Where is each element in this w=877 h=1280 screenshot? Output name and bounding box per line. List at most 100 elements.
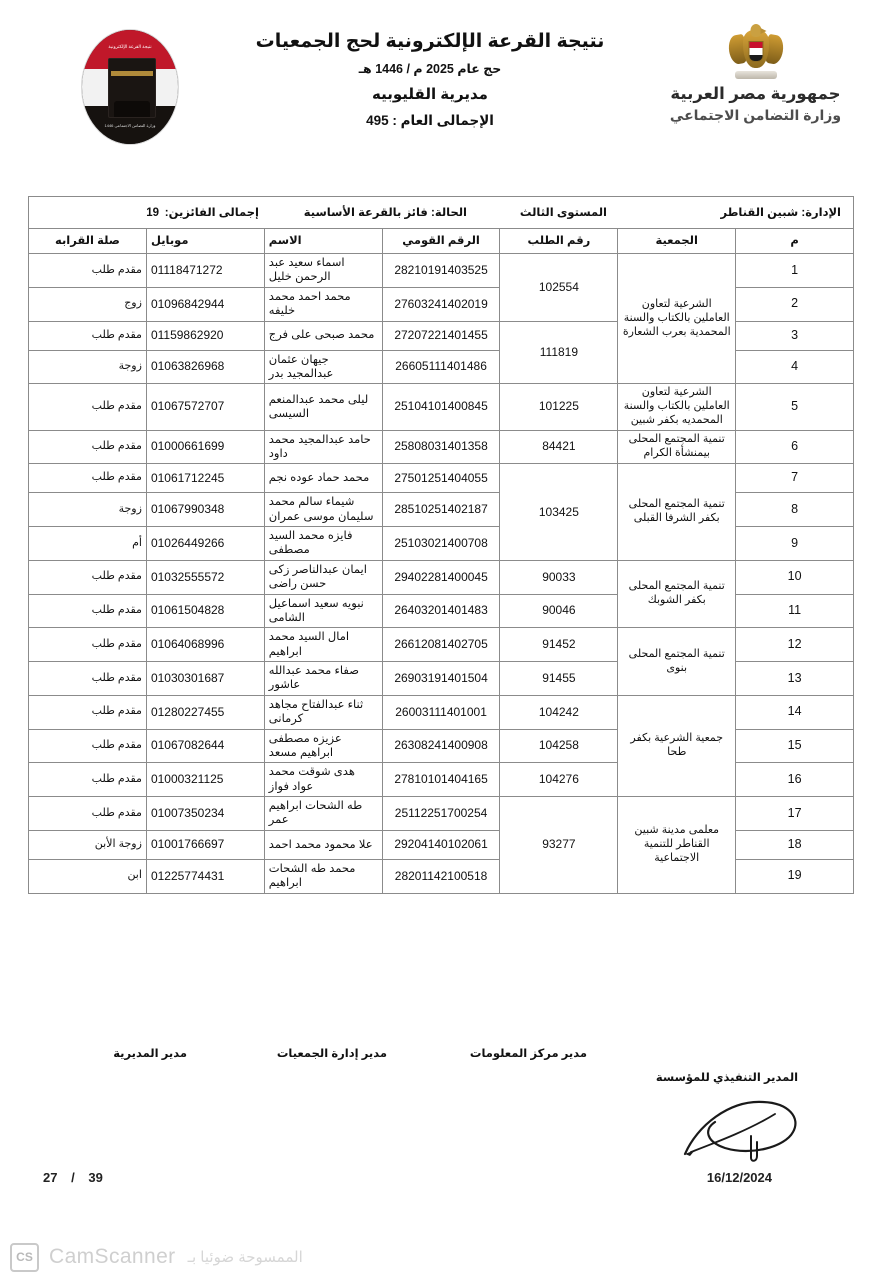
cell-mobile: 01067082644 <box>145 728 265 764</box>
cell-name: امال السيد محمد ابراهيم <box>263 627 383 662</box>
cell-mobile: 01118471272 <box>145 253 265 288</box>
cell-mobile: 01030301687 <box>145 661 265 696</box>
cell-serial: 1 <box>735 253 854 288</box>
cell-relation: زوج <box>28 286 147 322</box>
cell-relation: ابن <box>28 858 147 894</box>
camscanner-watermark: CS CamScanner الممسوحة ضوئيا بـ <box>0 1234 877 1280</box>
signature-info-center: مدير مركز المعلومات <box>469 1048 587 1060</box>
cell-association: تنمية المجتمع المحلى بيمنشأة الكرام <box>617 429 737 465</box>
winners-table: الإدارة: شبين القناطر المستوى الثالث الح… <box>28 196 854 894</box>
cell-request-number: 104258 <box>499 728 619 764</box>
cell-serial: 15 <box>735 728 854 764</box>
table-row: 17 معلمى مدينة شبين القناطر للتنمية الاجت… <box>28 796 854 894</box>
cell-mobile: 01096842944 <box>145 286 265 322</box>
column-header-mobile: موبايل <box>145 228 265 254</box>
cell-mobile: 01000321125 <box>145 762 265 797</box>
cell-relation: زوجة <box>28 492 147 527</box>
cell-national-id: 25808031401358 <box>381 429 501 465</box>
cell-mobile: 01159862920 <box>145 320 265 351</box>
cell-serial: 6 <box>735 429 854 465</box>
ministry-country-name: جمهورية مصر العربية <box>670 85 841 103</box>
page-number: 27 / 39 <box>38 1170 108 1185</box>
cell-request-number: 103425 <box>499 463 619 561</box>
column-header-request-number: رقم الطلب <box>499 228 619 254</box>
results-table-wrapper: الإدارة: شبين القناطر المستوى الثالث الح… <box>28 196 854 894</box>
cell-association: تنمية المجتمع المحلى بكفر الشرفا القبلى <box>617 463 737 561</box>
cell-serial: 4 <box>735 349 854 385</box>
cell-serial: 12 <box>735 627 854 662</box>
camscanner-brand: CamScanner <box>49 1245 176 1268</box>
cell-association: تنمية المجتمع المحلى بكفر الشوبك <box>617 559 737 629</box>
ministry-logo: جمهورية مصر العربية وزارة التضامن الاجتم… <box>658 24 853 124</box>
cell-serial: 19 <box>735 858 854 894</box>
table-row: 1 الشرعية لتعاون العاملين بالكتاب والسنة … <box>28 252 854 385</box>
cell-name: علا محمود محمد احمد <box>263 829 383 860</box>
table-row: 12 تنمية المجتمع المحلى بنوى 91452 26612081… <box>28 627 854 696</box>
column-header-association: الجمعية <box>617 228 737 254</box>
kaaba-icon <box>108 58 156 118</box>
table-info-row: الإدارة: شبين القناطر المستوى الثالث الح… <box>28 196 854 229</box>
cell-national-id: 28210191403525 <box>381 253 501 288</box>
cell-national-id: 26605111401486 <box>381 349 501 385</box>
cell-serial: 8 <box>735 492 854 527</box>
table-row: 11 90046 26403201401483 نبويه سعيد اسماعيل … <box>28 593 854 629</box>
cell-serial: 14 <box>735 694 854 730</box>
cell-relation: زوجة <box>28 349 147 385</box>
cell-serial: 7 <box>735 463 854 494</box>
table-row: 13 91455 26903191401504 صفاء محمد عبدالله ع… <box>28 661 854 696</box>
cell-name: محمد احمد محمد خليفه <box>263 286 383 322</box>
cell-name: هدى شوقت محمد عواد فواز <box>263 762 383 797</box>
eagle-scroll <box>734 71 777 79</box>
page-total: 39 <box>88 1170 103 1185</box>
page-separator: / <box>71 1170 75 1185</box>
table-row: 9 25103021400708 فايزه محمد السيد مصطفى 010… <box>28 526 854 561</box>
table-row: 5 الشرعية لتعاون العاملين بالكتاب والسنة … <box>28 383 854 431</box>
cell-name: ايمان عبدالناصر زكى حسن راضى <box>263 559 383 595</box>
cell-request-number: 102554 <box>499 253 619 322</box>
cell-mobile: 01026449266 <box>145 526 265 561</box>
cell-relation: مقدم طلب <box>28 429 147 465</box>
executive-director-block: المدير التنفيذي للمؤسسة <box>617 1070 837 1084</box>
cell-request-number: 90033 <box>499 559 619 595</box>
cell-request-number: 93277 <box>499 796 619 894</box>
table-info-cell: الإدارة: شبين القناطر المستوى الثالث الح… <box>28 196 854 229</box>
shield-stripe-red <box>749 42 762 49</box>
cell-serial: 5 <box>735 383 854 431</box>
cell-mobile: 01067572707 <box>145 383 265 431</box>
cell-mobile: 01007350234 <box>145 796 265 831</box>
cell-mobile: 01064068996 <box>145 627 265 662</box>
cell-relation: مقدم طلب <box>28 796 147 831</box>
cell-association: جمعية الشرعية بكفر طحا <box>617 694 737 798</box>
shield-stripe-black <box>749 54 762 61</box>
column-header-national-id: الرقم القومي <box>381 228 501 254</box>
eagle-head <box>750 24 766 37</box>
cell-name: عزيزه مصطفى ابراهيم مسعد <box>263 728 383 764</box>
table-row: 7 تنمية المجتمع المحلى بكفر الشرفا القبلى… <box>28 463 854 561</box>
cell-association: تنمية المجتمع المحلى بنوى <box>617 627 737 696</box>
cell-national-id: 28201142100518 <box>381 858 501 894</box>
cell-serial: 10 <box>735 559 854 595</box>
cell-national-id: 27501251404055 <box>381 463 501 494</box>
cell-national-id: 26903191401504 <box>381 661 501 696</box>
cell-relation: مقدم طلب <box>28 593 147 629</box>
column-header-relation: صلة القرابه <box>28 228 147 254</box>
table-row: 3 111819 27207221401455 محمد صبحى على فرج 01… <box>28 320 854 385</box>
cell-serial: 18 <box>735 829 854 860</box>
eagle-of-saladin-icon <box>726 24 785 80</box>
cell-request-number: 91452 <box>499 627 619 662</box>
executive-director-title: المدير التنفيذي للمؤسسة <box>655 1072 799 1084</box>
signature-directorate-manager: مدير المديرية <box>113 1048 187 1060</box>
table-row: 10 تنمية المجتمع المحلى بكفر الشوبك 90033 2… <box>28 559 854 629</box>
cell-national-id: 25104101400845 <box>381 383 501 431</box>
handwritten-signature <box>677 1092 817 1167</box>
page-header: نتيجة القرعة الإلكترونية وزارة التضامن ا… <box>0 0 877 190</box>
cell-national-id: 26003111401001 <box>381 694 501 730</box>
hajj-logo-text-bottom: وزارة التضامن الاجتماعى 1446 <box>104 123 156 128</box>
cell-request-number: 84421 <box>499 429 619 465</box>
cell-serial: 13 <box>735 661 854 696</box>
total-winners-label: إجمالى الفائزين: <box>164 206 259 219</box>
cell-name: ثناء عبدالفتاح مجاهد كرمانى <box>263 694 383 730</box>
cell-request-number: 111819 <box>499 320 619 385</box>
page-title: نتيجة القرعة الإلكترونية لحج الجمعيات <box>255 31 605 52</box>
table-row: 15 104258 26308241400908 عزيزه مصطفى ابراهي… <box>28 728 854 764</box>
